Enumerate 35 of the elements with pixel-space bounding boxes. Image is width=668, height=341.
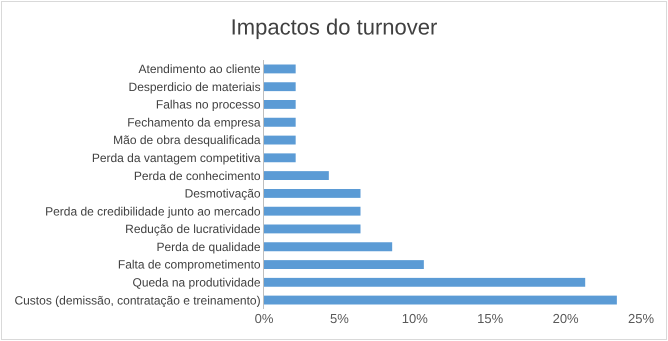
bar [264, 64, 296, 74]
bar [264, 136, 296, 144]
chart-title: Impactos do turnover [230, 14, 438, 40]
bar [264, 224, 361, 234]
y-tick-label: Perda de credibilidade junto ao mercado [45, 204, 261, 218]
y-tick-label: Atendimento ao cliente [138, 62, 261, 76]
y-tick-label: Desperdicio de materiais [128, 80, 261, 94]
bar [264, 206, 361, 216]
x-tick-label: 0% [254, 311, 274, 326]
x-tick-label: 10% [402, 311, 428, 326]
bar [264, 242, 392, 252]
y-tick-label: Perda de qualidade [156, 240, 261, 254]
bar [264, 100, 296, 109]
bar [264, 171, 329, 180]
y-tick-label: Falta de comprometimento [118, 258, 261, 272]
x-tick-label: 20% [552, 311, 580, 326]
y-tick-label: Mão de obra desqualificada [113, 133, 261, 148]
bar [264, 188, 361, 198]
bar [264, 260, 424, 269]
y-tick-label: Desmotivação [184, 186, 261, 201]
y-tick-label: Custos (demissão, contratação e treinamento) [14, 293, 261, 308]
x-tick-label: 25% [628, 311, 654, 326]
bar [264, 118, 296, 127]
bar [264, 278, 586, 287]
y-tick-label: Perda da vantagem competitiva [92, 151, 261, 166]
x-tick-label: 5% [330, 311, 350, 326]
bar [264, 153, 296, 162]
bar [264, 296, 617, 305]
y-tick-label: Fechamento da empresa [127, 115, 261, 130]
y-tick-label: Redução de lucratividade [125, 222, 261, 236]
y-tick-label: Falhas no processo [156, 98, 261, 112]
bar [264, 82, 296, 92]
y-tick-label: Queda na produtividade [132, 276, 261, 290]
x-tick-label: 15% [477, 311, 504, 326]
y-tick-label: Perda de conhecimento [134, 168, 261, 183]
